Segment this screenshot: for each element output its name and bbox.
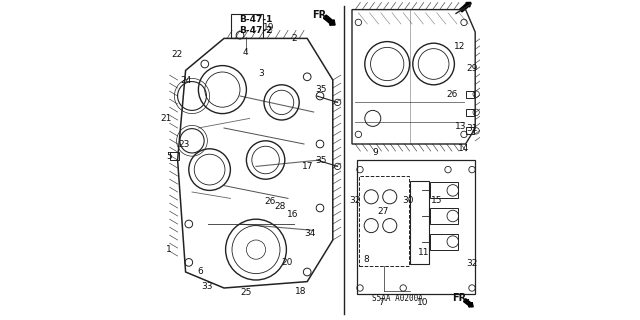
Bar bbox=[430, 182, 458, 198]
Text: 34: 34 bbox=[304, 229, 316, 238]
Text: 32: 32 bbox=[349, 196, 360, 204]
Text: 18: 18 bbox=[295, 287, 307, 296]
Text: 3: 3 bbox=[258, 69, 264, 78]
FancyArrow shape bbox=[460, 2, 471, 12]
Circle shape bbox=[357, 166, 364, 173]
Circle shape bbox=[316, 204, 324, 212]
Text: FR.: FR. bbox=[452, 293, 470, 303]
Text: 8: 8 bbox=[364, 255, 369, 264]
Bar bbox=[466, 91, 474, 98]
Text: 26: 26 bbox=[446, 90, 458, 99]
Circle shape bbox=[185, 259, 193, 266]
Text: 33: 33 bbox=[202, 282, 213, 291]
Text: S5AA A0200A: S5AA A0200A bbox=[372, 294, 423, 303]
Bar bbox=[170, 152, 179, 160]
FancyArrow shape bbox=[323, 15, 335, 25]
Text: 7: 7 bbox=[378, 298, 383, 307]
Bar bbox=[466, 109, 474, 116]
FancyArrow shape bbox=[463, 299, 473, 307]
Text: 31: 31 bbox=[467, 124, 477, 132]
Bar bbox=[410, 181, 429, 264]
Bar bbox=[359, 176, 409, 266]
Text: 30: 30 bbox=[403, 196, 413, 204]
Text: 4: 4 bbox=[243, 48, 248, 57]
Text: 35: 35 bbox=[315, 85, 326, 94]
Text: 35: 35 bbox=[315, 156, 326, 164]
Circle shape bbox=[335, 99, 341, 106]
Circle shape bbox=[355, 131, 362, 138]
Text: 32: 32 bbox=[467, 260, 477, 268]
Circle shape bbox=[400, 285, 406, 291]
Text: 15: 15 bbox=[431, 196, 442, 204]
Text: 14: 14 bbox=[458, 144, 469, 153]
Circle shape bbox=[445, 166, 451, 173]
Bar bbox=[430, 208, 458, 224]
Circle shape bbox=[461, 131, 467, 138]
Text: 25: 25 bbox=[240, 288, 252, 297]
Circle shape bbox=[468, 285, 476, 291]
Circle shape bbox=[461, 19, 467, 26]
Circle shape bbox=[355, 19, 362, 26]
Text: 20: 20 bbox=[282, 258, 293, 267]
Text: 22: 22 bbox=[171, 50, 182, 59]
Text: 11: 11 bbox=[419, 248, 429, 257]
Text: 21: 21 bbox=[161, 114, 172, 123]
Text: 5: 5 bbox=[166, 152, 172, 161]
Text: B-47-1: B-47-1 bbox=[239, 15, 273, 24]
Text: 26: 26 bbox=[265, 197, 276, 206]
Text: 16: 16 bbox=[287, 210, 298, 219]
Circle shape bbox=[303, 73, 311, 81]
Circle shape bbox=[335, 163, 341, 170]
Text: 13: 13 bbox=[455, 122, 467, 131]
Bar bbox=[430, 234, 458, 250]
Text: 10: 10 bbox=[417, 298, 428, 307]
Text: 1: 1 bbox=[166, 245, 172, 254]
Circle shape bbox=[316, 92, 324, 100]
Text: 27: 27 bbox=[378, 207, 389, 216]
Text: 2: 2 bbox=[292, 34, 297, 43]
Text: 6: 6 bbox=[197, 268, 203, 276]
Text: 17: 17 bbox=[302, 162, 314, 171]
Circle shape bbox=[185, 220, 193, 228]
Text: 28: 28 bbox=[275, 202, 285, 211]
Text: 29: 29 bbox=[467, 64, 477, 73]
Text: 19: 19 bbox=[263, 23, 275, 32]
Circle shape bbox=[236, 31, 244, 39]
Circle shape bbox=[201, 60, 209, 68]
Bar bbox=[466, 127, 474, 134]
Circle shape bbox=[316, 140, 324, 148]
Text: B-47-2: B-47-2 bbox=[239, 26, 273, 35]
Text: 24: 24 bbox=[180, 76, 192, 84]
Circle shape bbox=[357, 285, 364, 291]
Text: FR.: FR. bbox=[312, 10, 331, 20]
Circle shape bbox=[468, 166, 476, 173]
Text: 12: 12 bbox=[454, 42, 465, 51]
Circle shape bbox=[303, 268, 311, 276]
Text: 9: 9 bbox=[372, 148, 378, 156]
Text: 23: 23 bbox=[179, 140, 189, 148]
